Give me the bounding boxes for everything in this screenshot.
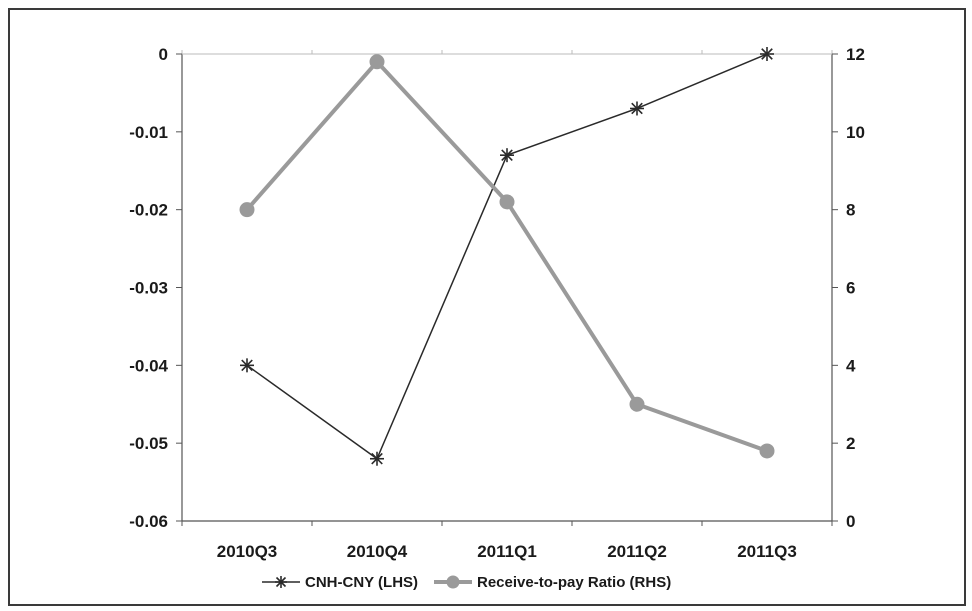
y-right-tick-label: 8 bbox=[846, 201, 855, 220]
legend-label: CNH-CNY (LHS) bbox=[305, 574, 418, 591]
data-point-asterisk bbox=[630, 101, 644, 116]
data-point-asterisk bbox=[370, 451, 384, 466]
y-left-tick-label: -0.06 bbox=[129, 512, 168, 531]
chart-frame bbox=[8, 8, 966, 606]
series-line-2 bbox=[245, 59, 768, 453]
x-tick-label: 2010Q3 bbox=[217, 542, 278, 561]
series-markers bbox=[239, 47, 775, 466]
marker-stroke bbox=[501, 149, 513, 161]
y-right-tick-label: 10 bbox=[846, 123, 865, 142]
y-right-tick-label: 12 bbox=[846, 45, 865, 64]
legend-label: Receive-to-pay Ratio (RHS) bbox=[477, 574, 671, 591]
y-right-tick-label: 2 bbox=[846, 434, 855, 453]
series-lines bbox=[245, 53, 768, 460]
data-point-circle bbox=[629, 396, 645, 412]
legend: CNH-CNY (LHS) Receive-to-pay Ratio (RHS) bbox=[262, 574, 671, 591]
legend-marker-asterisk bbox=[275, 576, 287, 588]
y-left-tick-label: -0.05 bbox=[129, 434, 168, 453]
marker-stroke bbox=[631, 102, 643, 115]
data-point-circle bbox=[499, 194, 515, 210]
marker-stroke bbox=[275, 576, 287, 588]
legend-item-receive-to-pay: Receive-to-pay Ratio (RHS) bbox=[434, 574, 671, 591]
data-point-circle bbox=[239, 202, 255, 218]
x-tick-label: 2011Q1 bbox=[477, 542, 537, 561]
marker-stroke bbox=[761, 48, 773, 60]
series-line-1 bbox=[246, 53, 768, 460]
x-tick-label: 2011Q2 bbox=[607, 542, 667, 561]
data-point-asterisk bbox=[500, 148, 514, 163]
legend-item-cnh-cny: CNH-CNY (LHS) bbox=[262, 574, 418, 591]
y-right-tick-label: 0 bbox=[846, 512, 855, 531]
y-left-tick-label: 0 bbox=[159, 45, 168, 64]
y-right-tick-label: 6 bbox=[846, 279, 855, 298]
y-left-tick-label: -0.01 bbox=[129, 123, 168, 142]
y-right-tick-label: 4 bbox=[846, 356, 856, 375]
y-left-tick-label: -0.02 bbox=[129, 201, 168, 220]
legend-marker-circle bbox=[446, 575, 460, 589]
data-point-asterisk bbox=[760, 47, 774, 61]
data-point-asterisk bbox=[240, 358, 254, 373]
marker-stroke bbox=[371, 452, 383, 465]
x-tick-label: 2010Q4 bbox=[347, 542, 408, 561]
data-point-circle bbox=[369, 54, 385, 70]
y-left-tick-label: -0.03 bbox=[129, 279, 168, 298]
marker-stroke bbox=[241, 359, 253, 372]
x-tick-label: 2011Q3 bbox=[737, 542, 797, 561]
data-point-circle bbox=[759, 443, 775, 459]
y-left-tick-label: -0.04 bbox=[129, 356, 168, 375]
axes bbox=[176, 50, 838, 526]
tick-labels: 0-0.01-0.02-0.03-0.04-0.05-0.06121086420… bbox=[129, 45, 865, 561]
